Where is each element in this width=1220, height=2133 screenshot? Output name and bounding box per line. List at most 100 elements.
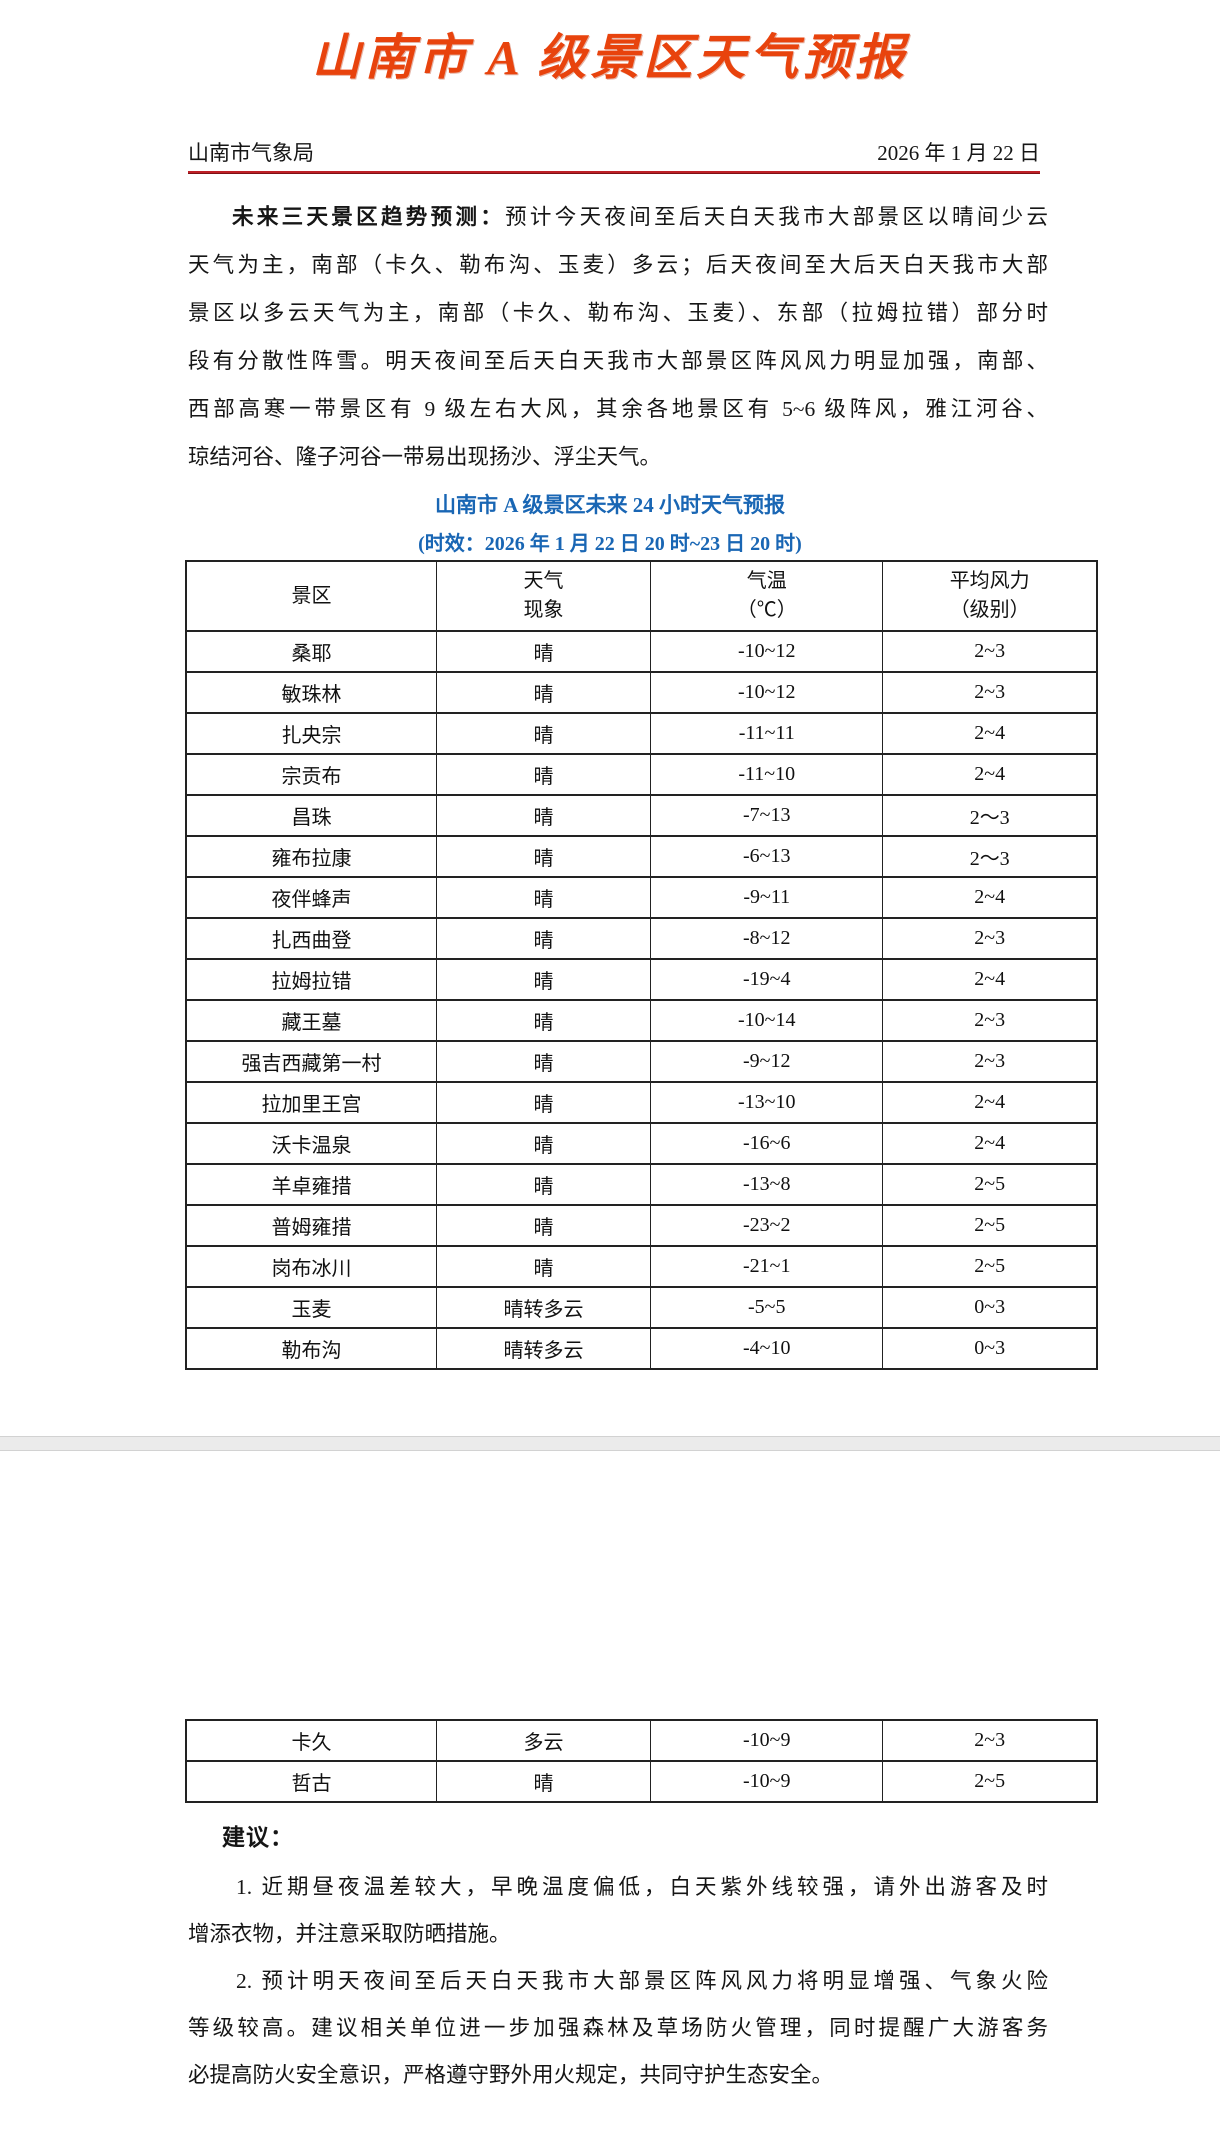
table-validity: (时效：2026 年 1 月 22 日 20 时~23 日 20 时) <box>418 533 802 555</box>
cell-weather: 晴 <box>436 1040 652 1083</box>
table-row: 扎央宗 晴 -11~11 2~4 <box>185 712 1098 755</box>
table-row: 哲古 晴 -10~9 2~5 <box>185 1760 1098 1803</box>
forecast-line: 景区以多云天气为主，南部（卡久、勒布沟、玉麦）、东部（拉姆拉错）部分时 <box>188 301 1048 325</box>
table-row: 拉姆拉错 晴 -19~4 2~4 <box>185 958 1098 1001</box>
cell-weather: 晴 <box>436 630 652 673</box>
cell-area: 沃卡温泉 <box>185 1122 438 1165</box>
table-row: 扎西曲登 晴 -8~12 2~3 <box>185 917 1098 960</box>
cell-weather: 晴 <box>436 753 652 796</box>
cell-weather: 晴 <box>436 1760 652 1803</box>
cell-wind: 2～3 <box>882 794 1098 837</box>
cell-temp: -6~13 <box>650 835 884 878</box>
table-row: 昌珠 晴 -7~13 2～3 <box>185 794 1098 837</box>
cell-area: 宗贡布 <box>185 753 438 796</box>
cell-temp: -10~12 <box>650 630 884 673</box>
cell-wind: 0~3 <box>882 1327 1098 1370</box>
cell-area: 哲古 <box>185 1760 438 1803</box>
table-row: 羊卓雍措 晴 -13~8 2~5 <box>185 1163 1098 1206</box>
cell-wind: 2~5 <box>882 1760 1098 1803</box>
cell-temp: -7~13 <box>650 794 884 837</box>
cell-temp: -8~12 <box>650 917 884 960</box>
cell-temp: -16~6 <box>650 1122 884 1165</box>
cell-area: 玉麦 <box>185 1286 438 1329</box>
table-row: 宗贡布 晴 -11~10 2~4 <box>185 753 1098 796</box>
table-title: 山南市 A 级景区未来 24 小时天气预报 <box>434 493 785 517</box>
cell-weather: 晴 <box>436 958 652 1001</box>
cell-area: 勒布沟 <box>185 1327 438 1370</box>
cell-wind: 2~3 <box>882 1719 1098 1762</box>
cell-temp: -11~11 <box>650 712 884 755</box>
cell-temp: -4~10 <box>650 1327 884 1370</box>
table-row: 普姆雍措 晴 -23~2 2~5 <box>185 1204 1098 1247</box>
cell-area: 普姆雍措 <box>185 1204 438 1247</box>
forecast-line: 段有分散性阵雪。明天夜间至后天白天我市大部景区阵风风力明显加强，南部、 <box>188 349 1048 373</box>
agency-name: 山南市气象局 <box>188 141 314 165</box>
col-header-weather: 天气 现象 <box>436 560 652 632</box>
weather-table: 景区 天气 现象 气温 （℃） 平均风力 （级别） 桑耶 晴 -10~12 2~3 敏… <box>185 560 1098 1370</box>
cell-wind: 2~4 <box>882 958 1098 1001</box>
cell-weather: 晴 <box>436 876 652 919</box>
cell-weather: 晴 <box>436 999 652 1042</box>
page-title: 山南市 A 级景区天气预报 <box>311 30 909 85</box>
cell-temp: -21~1 <box>650 1245 884 1288</box>
cell-wind: 2~5 <box>882 1163 1098 1206</box>
cell-weather: 晴 <box>436 794 652 837</box>
cell-wind: 0~3 <box>882 1286 1098 1329</box>
cell-area: 拉姆拉错 <box>185 958 438 1001</box>
suggestion-line: 1. 近期昼夜温差较大，早晚温度偏低，白天紫外线较强，请外出游客及时 <box>236 1875 1048 1899</box>
cell-temp: -5~5 <box>650 1286 884 1329</box>
cell-area: 夜伴蜂声 <box>185 876 438 919</box>
table-row: 雍布拉康 晴 -6~13 2～3 <box>185 835 1098 878</box>
cell-wind: 2~4 <box>882 1081 1098 1124</box>
table-row: 夜伴蜂声 晴 -9~11 2~4 <box>185 876 1098 919</box>
table-row: 藏王墓 晴 -10~14 2~3 <box>185 999 1098 1042</box>
cell-temp: -11~10 <box>650 753 884 796</box>
cell-wind: 2~3 <box>882 999 1098 1042</box>
cell-wind: 2~4 <box>882 712 1098 755</box>
forecast-line: 琼结河谷、隆子河谷一带易出现扬沙、浮尘天气。 <box>188 445 662 469</box>
cell-area: 卡久 <box>185 1719 438 1762</box>
cell-weather: 晴 <box>436 1081 652 1124</box>
cell-weather: 晴 <box>436 1245 652 1288</box>
cell-wind: 2~4 <box>882 753 1098 796</box>
cell-temp: -10~9 <box>650 1760 884 1803</box>
cell-area: 雍布拉康 <box>185 835 438 878</box>
table-row: 敏珠林 晴 -10~12 2~3 <box>185 671 1098 714</box>
forecast-paragraph: 未来三天景区趋势预测：预计今天夜间至后天白天我市大部景区以晴间少云 天气为主，南… <box>188 193 1048 481</box>
cell-temp: -13~8 <box>650 1163 884 1206</box>
cell-wind: 2~3 <box>882 917 1098 960</box>
cell-weather: 晴 <box>436 712 652 755</box>
table-row: 拉加里王宫 晴 -13~10 2~4 <box>185 1081 1098 1124</box>
suggestions-paragraph: 1. 近期昼夜温差较大，早晚温度偏低，白天紫外线较强，请外出游客及时 增添衣物，… <box>188 1864 1048 2099</box>
cell-area: 昌珠 <box>185 794 438 837</box>
table-header-row: 景区 天气 现象 气温 （℃） 平均风力 （级别） <box>185 560 1098 632</box>
cell-temp: -9~12 <box>650 1040 884 1083</box>
cell-weather: 晴 <box>436 1204 652 1247</box>
cell-temp: -10~9 <box>650 1719 884 1762</box>
suggestion-line: 必提高防火安全意识，严格遵守野外用火规定，共同守护生态安全。 <box>188 2063 834 2087</box>
cell-weather: 晴转多云 <box>436 1327 652 1370</box>
col-header-wind: 平均风力 （级别） <box>882 560 1098 632</box>
cell-wind: 2~4 <box>882 876 1098 919</box>
forecast-lead: 未来三天景区趋势预测： <box>232 205 506 229</box>
table-row: 沃卡温泉 晴 -16~6 2~4 <box>185 1122 1098 1165</box>
table-row: 强吉西藏第一村 晴 -9~12 2~3 <box>185 1040 1098 1083</box>
cell-area: 岗布冰川 <box>185 1245 438 1288</box>
cell-wind: 2~5 <box>882 1245 1098 1288</box>
document-header: 山南市气象局 2026 年 1 月 22 日 <box>188 137 1040 167</box>
cell-area: 拉加里王宫 <box>185 1081 438 1124</box>
cell-wind: 2~3 <box>882 630 1098 673</box>
table-row: 玉麦 晴转多云 -5~5 0~3 <box>185 1286 1098 1329</box>
cell-temp: -23~2 <box>650 1204 884 1247</box>
cell-area: 藏王墓 <box>185 999 438 1042</box>
cell-weather: 晴 <box>436 835 652 878</box>
col-header-temp: 气温 （℃） <box>650 560 884 632</box>
table-row: 桑耶 晴 -10~12 2~3 <box>185 630 1098 673</box>
cell-weather: 多云 <box>436 1719 652 1762</box>
cell-wind: 2~4 <box>882 1122 1098 1165</box>
cell-wind: 2~5 <box>882 1204 1098 1247</box>
suggestions-heading: 建议： <box>222 1825 294 1850</box>
cell-temp: -10~14 <box>650 999 884 1042</box>
cell-weather: 晴 <box>436 671 652 714</box>
